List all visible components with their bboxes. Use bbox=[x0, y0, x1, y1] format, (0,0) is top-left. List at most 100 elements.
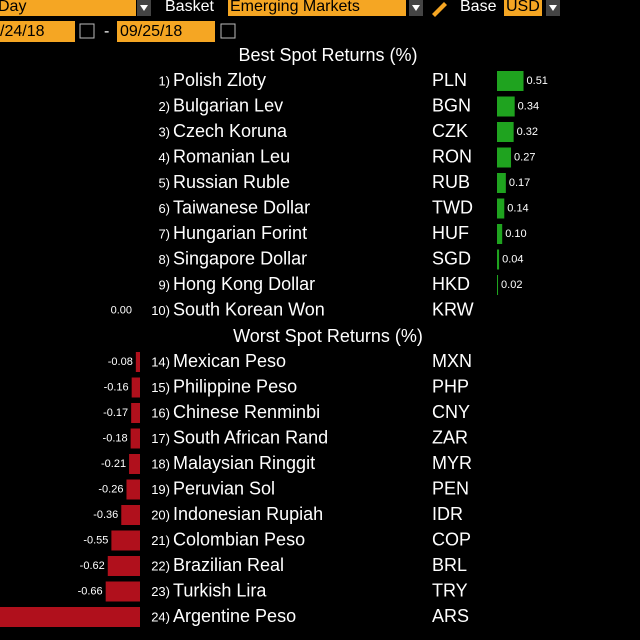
currency-code: HKD bbox=[432, 274, 470, 294]
calendar-icon[interactable] bbox=[79, 23, 95, 39]
return-bar bbox=[497, 122, 514, 142]
currency-name: Russian Ruble bbox=[173, 172, 290, 192]
currency-code: HUF bbox=[432, 223, 469, 243]
value-label: -0.62 bbox=[80, 560, 105, 572]
rank: 17) bbox=[151, 431, 170, 446]
currency-name: Philippine Peso bbox=[173, 376, 297, 396]
value-label: 0.34 bbox=[518, 100, 539, 112]
currency-code: TWD bbox=[432, 197, 473, 217]
end-date[interactable]: 09/25/18 bbox=[120, 23, 182, 40]
currency-name: Mexican Peso bbox=[173, 351, 286, 371]
value-label: -0.16 bbox=[104, 381, 129, 393]
currency-name: Peruvian Sol bbox=[173, 478, 275, 498]
rank: 18) bbox=[151, 456, 170, 471]
value-label: -0.26 bbox=[98, 483, 123, 495]
currency-code: TRY bbox=[432, 580, 468, 600]
currency-name: Turkish Lira bbox=[173, 580, 267, 600]
return-bar bbox=[135, 352, 140, 372]
base-field[interactable] bbox=[504, 0, 542, 16]
basket-label: Basket bbox=[165, 0, 214, 15]
return-bar bbox=[497, 249, 500, 270]
rank: 6) bbox=[158, 201, 170, 216]
currency-code: RON bbox=[432, 146, 472, 166]
value-label: -0.08 bbox=[108, 356, 133, 368]
base[interactable]: USD bbox=[506, 0, 540, 15]
start-date-field[interactable] bbox=[0, 21, 75, 42]
section-title: Best Spot Returns (%) bbox=[238, 45, 417, 65]
return-bar bbox=[130, 428, 140, 449]
date-separator: - bbox=[104, 23, 109, 40]
period-field[interactable] bbox=[0, 0, 136, 16]
rank: 3) bbox=[158, 124, 170, 139]
currency-code: SGD bbox=[432, 248, 471, 268]
rank: 16) bbox=[151, 405, 170, 420]
return-bar bbox=[497, 275, 499, 295]
currency-code: CNY bbox=[432, 402, 470, 422]
return-bar bbox=[497, 147, 512, 168]
calendar-icon[interactable] bbox=[220, 23, 236, 39]
return-bar bbox=[497, 173, 506, 193]
section-title: Worst Spot Returns (%) bbox=[233, 326, 423, 346]
end-date-field[interactable] bbox=[117, 21, 215, 42]
rank: 1) bbox=[158, 73, 170, 88]
rank: 14) bbox=[151, 354, 170, 369]
currency-name: Bulgarian Lev bbox=[173, 95, 283, 115]
currency-code: COP bbox=[432, 529, 471, 549]
currency-code: ARS bbox=[432, 606, 469, 626]
rank: 8) bbox=[158, 252, 170, 267]
return-bar bbox=[129, 454, 140, 474]
currency-name: Polish Zloty bbox=[173, 70, 266, 90]
basket-field[interactable] bbox=[228, 0, 406, 16]
start-date[interactable]: /24/18 bbox=[0, 23, 45, 40]
currency-code: ZAR bbox=[432, 427, 468, 447]
currency-name: South African Rand bbox=[173, 427, 328, 447]
return-bar bbox=[497, 224, 503, 244]
return-bar bbox=[0, 607, 140, 627]
currency-code: BGN bbox=[432, 95, 471, 115]
rank: 7) bbox=[158, 226, 170, 241]
currency-code: RUB bbox=[432, 172, 470, 192]
rank: 23) bbox=[151, 584, 170, 599]
return-bar bbox=[107, 556, 140, 576]
currency-code: PHP bbox=[432, 376, 469, 396]
rank: 19) bbox=[151, 482, 170, 497]
rank: 22) bbox=[151, 558, 170, 573]
currency-name: Colombian Peso bbox=[173, 529, 305, 549]
return-bar bbox=[497, 198, 505, 219]
currency-name: Hungarian Forint bbox=[173, 223, 307, 243]
value-label: 0.51 bbox=[527, 75, 548, 87]
currency-name: South Korean Won bbox=[173, 299, 325, 319]
currency-name: Czech Koruna bbox=[173, 121, 288, 141]
rank: 10) bbox=[151, 303, 170, 318]
currency-name: Romanian Leu bbox=[173, 146, 290, 166]
rank: 24) bbox=[151, 609, 170, 624]
currency-code: PLN bbox=[432, 70, 467, 90]
rank: 21) bbox=[151, 533, 170, 548]
value-label: 0.04 bbox=[502, 253, 523, 265]
currency-code: BRL bbox=[432, 555, 467, 575]
value-label: -0.55 bbox=[83, 534, 108, 546]
value-label: -0.66 bbox=[78, 585, 103, 597]
currency-name: Hong Kong Dollar bbox=[173, 274, 315, 294]
dropdown-arrow bbox=[140, 5, 148, 11]
return-bar bbox=[497, 96, 515, 117]
rank: 9) bbox=[158, 277, 170, 292]
pencil-icon[interactable] bbox=[432, 2, 447, 17]
return-bar bbox=[111, 530, 140, 551]
value-label: 0.32 bbox=[517, 126, 538, 138]
basket[interactable]: Emerging Markets bbox=[230, 0, 360, 15]
rank: 4) bbox=[158, 150, 170, 165]
return-bar bbox=[105, 581, 140, 602]
value-label: 0.17 bbox=[509, 177, 530, 189]
currency-code: CZK bbox=[432, 121, 468, 141]
returns-table: Best Spot Returns (%) 1) Polish Zloty PLN 0.… bbox=[0, 45, 548, 627]
value-label: 0.14 bbox=[507, 202, 528, 214]
return-bar bbox=[131, 377, 140, 398]
currency-name: Taiwanese Dollar bbox=[173, 197, 310, 217]
return-bar bbox=[497, 71, 524, 91]
rank: 15) bbox=[151, 380, 170, 395]
value-label: 0.00 bbox=[111, 304, 132, 316]
period[interactable]: Day bbox=[0, 0, 26, 15]
